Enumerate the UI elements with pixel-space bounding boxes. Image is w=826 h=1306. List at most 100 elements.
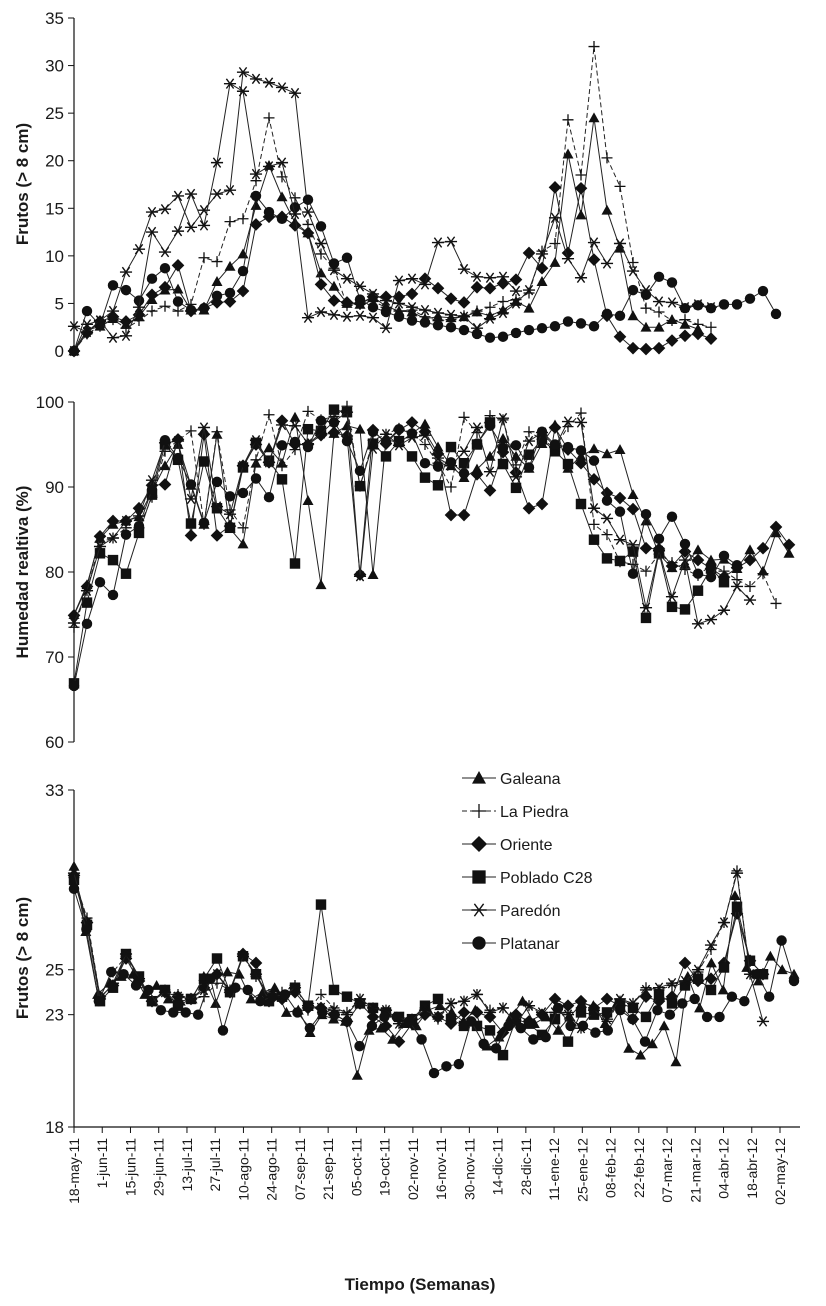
data-point-circle <box>289 202 301 213</box>
data-point-diamond <box>639 541 653 555</box>
data-point-star <box>262 161 276 172</box>
data-point-circle <box>627 568 639 579</box>
data-point-star <box>717 917 731 928</box>
data-point-plus <box>237 522 249 534</box>
x-tick-label: 28-dic-11 <box>518 1138 534 1196</box>
data-point-diamond <box>405 287 419 301</box>
data-point-square <box>250 437 262 449</box>
data-point-star <box>67 867 81 879</box>
data-point-circle <box>726 991 738 1002</box>
data-point-star <box>587 502 601 514</box>
data-point-plus <box>211 426 223 438</box>
data-point-diamond <box>496 1026 510 1039</box>
data-point-square <box>211 953 223 964</box>
data-point-star <box>483 466 497 477</box>
data-point-triangle <box>549 257 561 267</box>
data-point-triangle <box>601 204 613 215</box>
data-point-diamond <box>535 261 549 275</box>
data-point-circle <box>289 436 301 448</box>
data-point-circle <box>575 445 587 456</box>
series-pared-n <box>67 406 757 630</box>
data-point-circle <box>130 980 142 991</box>
data-point-circle <box>763 991 775 1002</box>
data-point-plus <box>211 256 223 268</box>
data-point-circle <box>471 328 483 340</box>
data-point-diamond <box>145 288 159 302</box>
data-point-square <box>484 1025 496 1036</box>
data-point-square <box>523 1018 535 1029</box>
data-point-circle <box>391 1011 402 1023</box>
data-point-circle <box>640 289 652 301</box>
data-point-square <box>640 612 652 624</box>
data-point-circle <box>93 995 105 1007</box>
data-point-circle <box>81 618 93 630</box>
data-point-circle <box>146 273 158 284</box>
data-point-star <box>639 984 653 996</box>
data-point-circle <box>237 487 249 499</box>
legend-item-platanar: Platanar <box>462 936 560 953</box>
data-point-star <box>119 515 133 527</box>
data-point-triangle <box>536 276 548 286</box>
data-point-square <box>198 456 210 467</box>
data-point-star <box>665 977 679 989</box>
data-point-star <box>210 188 224 200</box>
data-point-star <box>171 435 185 447</box>
data-point-square <box>601 553 613 564</box>
data-point-triangle <box>575 209 587 220</box>
data-point-circle <box>315 221 327 232</box>
data-point-star <box>340 273 354 284</box>
data-point-diamond <box>691 327 705 341</box>
data-point-star <box>145 206 159 218</box>
data-point-star <box>184 493 198 505</box>
data-point-circle <box>744 293 756 304</box>
data-point-star <box>470 989 484 1000</box>
data-point-circle <box>403 1016 415 1027</box>
data-point-plus <box>575 407 587 419</box>
data-point-diamond <box>470 467 484 481</box>
data-point-triangle <box>221 966 233 977</box>
data-point-square <box>289 558 301 569</box>
data-point-circle <box>718 299 730 310</box>
data-point-square <box>419 1000 431 1011</box>
series-line <box>73 420 738 687</box>
x-tick-label: 15-jun-11 <box>122 1138 138 1196</box>
data-point-star <box>405 301 419 313</box>
data-point-circle <box>562 441 574 453</box>
data-point-star <box>457 311 471 323</box>
data-point-circle <box>692 300 704 311</box>
data-point-circle <box>107 589 119 601</box>
series-line <box>73 866 795 1076</box>
data-point-circle <box>81 305 93 317</box>
data-point-square <box>263 455 275 466</box>
data-point-square <box>406 451 418 462</box>
data-point-star <box>509 285 523 297</box>
legend-label: Galeana <box>500 771 561 788</box>
data-point-circle <box>588 321 600 332</box>
data-point-star <box>509 471 523 483</box>
data-point-star <box>249 168 263 180</box>
data-point-star <box>171 225 185 237</box>
data-point-star <box>483 1007 497 1018</box>
data-point-square <box>458 457 470 469</box>
data-point-circle <box>68 345 80 357</box>
series-pared-n-star-markers- <box>67 78 523 343</box>
data-point-star <box>106 305 120 317</box>
data-point-triangle <box>575 450 587 461</box>
data-point-star <box>626 998 640 1009</box>
data-point-square <box>224 986 236 998</box>
data-point-plus <box>172 305 184 317</box>
data-point-diamond <box>548 992 562 1006</box>
data-point-star <box>301 1000 315 1011</box>
data-point-square <box>718 962 730 973</box>
data-point-star <box>600 513 614 524</box>
data-point-circle <box>664 1009 676 1020</box>
data-point-diamond <box>678 956 692 970</box>
x-tick-label: 24-ago-11 <box>264 1138 280 1201</box>
x-tick-label: 1-jun-11 <box>94 1138 110 1189</box>
data-point-circle <box>739 995 750 1007</box>
data-point-square <box>549 446 561 457</box>
data-point-star <box>353 993 367 1005</box>
data-point-square <box>341 991 353 1002</box>
data-point-circle <box>341 252 353 263</box>
data-point-square <box>120 568 132 579</box>
